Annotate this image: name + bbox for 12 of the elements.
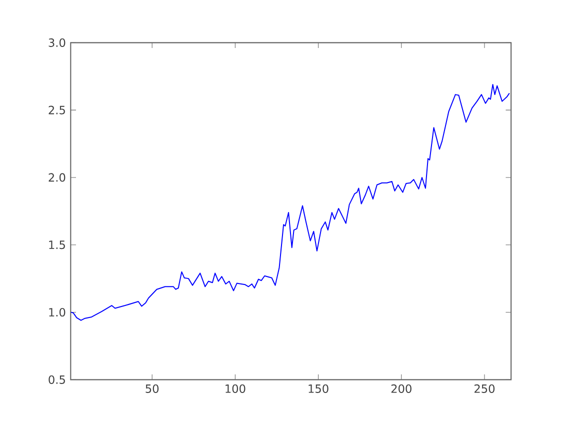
x-tick-label: 200	[391, 384, 412, 393]
x-tick-label: 100	[226, 384, 246, 393]
y-tick-label: 2.0	[48, 173, 66, 182]
x-tick-label: 50	[146, 384, 159, 393]
y-tick-label: 2.5	[48, 106, 65, 114]
y-tick-label: 3.0	[48, 38, 66, 47]
x-tick-label: 150	[308, 384, 328, 393]
line-series	[70, 84, 510, 321]
y-tick-label: 1.0	[49, 308, 66, 317]
y-tick-label: 0.5	[48, 375, 65, 384]
x-tick-label: 250	[474, 384, 495, 393]
y-tick-label: 1.5	[49, 240, 65, 250]
